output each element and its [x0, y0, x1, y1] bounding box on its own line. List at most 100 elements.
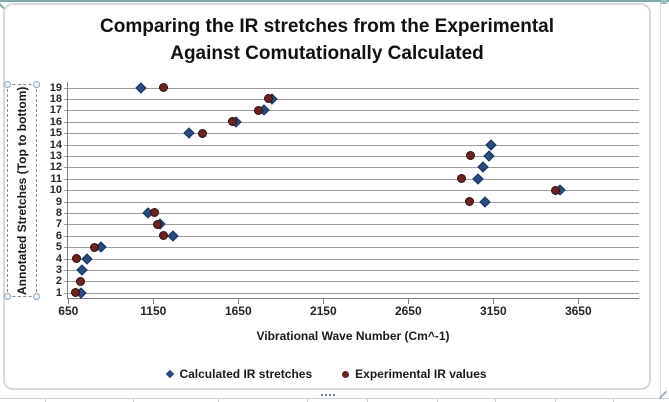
experimental-point[interactable] — [465, 197, 474, 206]
y-tick-label: 3 — [55, 263, 62, 276]
circle-marker-icon — [342, 370, 350, 378]
gridline — [64, 121, 639, 123]
experimental-point[interactable] — [153, 219, 163, 229]
chart-resize-handle-bottom[interactable] — [321, 394, 335, 396]
experimental-point[interactable] — [71, 288, 81, 298]
worksheet-gridline-bottom — [0, 398, 669, 399]
experimental-point[interactable] — [159, 83, 168, 92]
x-tick-label: 2150 — [309, 304, 337, 318]
x-tick-label: 1650 — [224, 304, 252, 318]
chart-legend[interactable]: Calculated IR stretches Experimental IR … — [3, 367, 651, 381]
x-tick — [493, 299, 495, 304]
y-tick-label: 7 — [55, 218, 62, 231]
x-tick — [578, 299, 580, 304]
y-tick-label: 9 — [55, 195, 62, 208]
selection-handle-top-left[interactable] — [4, 81, 11, 88]
worksheet-cell-separator — [613, 398, 614, 402]
y-tick-label: 6 — [55, 229, 62, 242]
gridline — [64, 190, 639, 192]
chart-selection-corner-top-right[interactable] — [661, 0, 667, 4]
x-axis[interactable] — [67, 298, 639, 299]
y-tick-label: 18 — [49, 92, 62, 105]
y-tick-label: 8 — [55, 206, 62, 219]
gridline — [64, 212, 639, 214]
y-axis-title-selection-box[interactable]: Annotated Stretches (Top to bottom) — [4, 81, 40, 300]
y-tick-label: 2 — [55, 275, 62, 288]
y-tick-label: 5 — [55, 241, 62, 254]
experimental-point[interactable] — [264, 94, 274, 104]
diamond-marker-icon — [166, 369, 175, 379]
chart-title-line1: Comparing the IR stretches from the Expe… — [100, 16, 554, 37]
y-tick-label: 12 — [49, 161, 62, 174]
y-tick-label: 15 — [49, 127, 62, 140]
worksheet-cell-separator — [495, 398, 496, 402]
gridline — [64, 155, 639, 157]
x-axis-title[interactable]: Vibrational Wave Number (Cm^-1) — [256, 329, 450, 343]
gridline — [64, 144, 639, 146]
worksheet-cell-separator — [307, 398, 308, 402]
y-tick-label: 16 — [49, 115, 62, 128]
x-tick — [153, 299, 155, 304]
selection-handle-bottom-left[interactable] — [4, 293, 11, 300]
gridline — [64, 224, 639, 226]
x-tick — [408, 299, 410, 304]
worksheet-cell-separator — [367, 398, 368, 402]
x-tick — [238, 299, 240, 304]
y-tick-label: 10 — [49, 184, 62, 197]
experimental-point[interactable] — [90, 242, 100, 252]
worksheet-cell-separator — [133, 398, 134, 402]
experimental-point[interactable] — [149, 208, 159, 218]
gridline — [64, 258, 639, 260]
legend-label-calculated: Calculated IR stretches — [179, 367, 313, 381]
gridline — [64, 269, 639, 271]
x-tick-label: 2650 — [394, 304, 422, 318]
chart-title-line2: Against Comutationally Calculated — [170, 43, 484, 64]
y-tick-label: 19 — [49, 81, 62, 94]
y-tick-label: 4 — [55, 252, 62, 265]
gridline — [64, 133, 639, 135]
experimental-point[interactable] — [456, 174, 466, 184]
y-axis-title[interactable]: Annotated Stretches (Top to bottom) — [15, 86, 29, 295]
selection-handle-bottom-right[interactable] — [33, 293, 40, 300]
y-tick-label: 1 — [55, 286, 62, 299]
experimental-point[interactable] — [75, 276, 85, 286]
y-axis[interactable] — [67, 82, 68, 299]
gridline — [64, 87, 639, 89]
gridline — [64, 292, 639, 294]
legend-label-experimental: Experimental IR values — [355, 367, 487, 381]
chart-area[interactable] — [3, 3, 651, 390]
y-tick-label: 13 — [49, 149, 62, 162]
gridline — [64, 247, 639, 249]
gridline — [64, 178, 639, 180]
legend-item-experimental[interactable]: Experimental IR values — [342, 367, 487, 381]
worksheet-cell-separator — [45, 398, 46, 402]
x-tick-label: 650 — [58, 304, 79, 318]
gridline — [64, 98, 639, 100]
worksheet-gridline-right — [660, 2, 661, 398]
x-tick-label: 3650 — [564, 304, 592, 318]
experimental-point[interactable] — [159, 231, 168, 241]
experimental-point[interactable] — [227, 117, 237, 127]
chart-title[interactable]: Comparing the IR stretches from the Expe… — [3, 13, 651, 67]
gridline — [64, 281, 639, 283]
worksheet-cell-separator — [437, 398, 438, 402]
x-tick-label: 3150 — [479, 304, 507, 318]
selection-handle-top-right[interactable] — [33, 81, 40, 88]
worksheet-cell-separator — [218, 398, 219, 402]
worksheet-gridline-top — [0, 0, 669, 2]
y-tick-label: 14 — [49, 138, 62, 151]
x-tick — [323, 299, 325, 304]
experimental-point[interactable] — [72, 254, 82, 263]
experimental-point[interactable] — [198, 128, 208, 138]
legend-item-calculated[interactable]: Calculated IR stretches — [166, 367, 313, 381]
y-tick-label: 17 — [49, 104, 62, 117]
experimental-point[interactable] — [465, 151, 475, 161]
experimental-point[interactable] — [254, 105, 264, 115]
worksheet-cell-separator — [555, 398, 556, 402]
x-tick-label: 1150 — [140, 304, 167, 318]
gridline — [64, 235, 639, 237]
y-tick-label: 11 — [50, 172, 62, 185]
experimental-point[interactable] — [550, 185, 560, 195]
gridline — [64, 201, 639, 203]
